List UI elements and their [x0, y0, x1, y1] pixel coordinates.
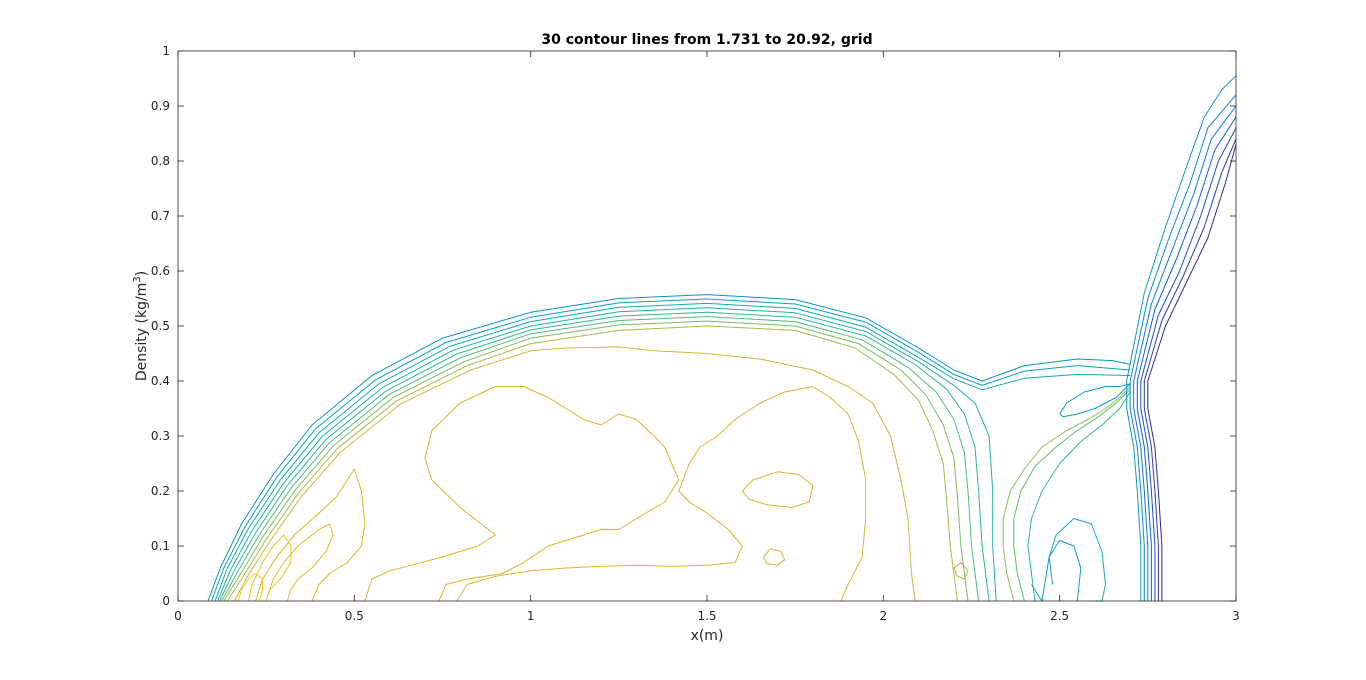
- y-tick-label: 0.3: [151, 429, 170, 443]
- x-tick-label: 1: [527, 609, 535, 623]
- y-tick-label: 0.9: [151, 99, 170, 113]
- contour-line-shock-2: [1143, 138, 1237, 601]
- contour-line-outer-bow-6: [221, 316, 980, 602]
- y-tick-label: 0.8: [151, 154, 170, 168]
- contour-line-shock-6: [1129, 94, 1237, 601]
- contour-line-inner-blob-2: [456, 386, 867, 602]
- y-tick-label: 0.4: [151, 374, 170, 388]
- contour-line-small-loop-2: [762, 548, 786, 566]
- y-tick-label: 0.6: [151, 264, 170, 278]
- y-axis-ticks: 0 0.1 0.2 0.3 0.4 0.5 0.6 0.7 0.8 0.9 1: [151, 44, 1236, 608]
- contour-line-shock-1: [1147, 144, 1237, 601]
- contour-line-rear-1: [1002, 386, 1131, 602]
- contour-line-rear-loop: [1048, 518, 1106, 602]
- contour-line-left-core-2: [265, 523, 334, 602]
- x-tick-label: 3: [1232, 609, 1240, 623]
- y-tick-label: 0.5: [151, 319, 170, 333]
- contour-line-small-loop-3: [953, 562, 969, 580]
- x-tick-label: 0.5: [345, 609, 364, 623]
- contour-line-left-core-1: [255, 468, 366, 602]
- contour-line-outer-bow-3: [214, 302, 1131, 602]
- contour-line-outer-bow-7: [223, 320, 969, 602]
- contour-line-inner-arc: [233, 346, 916, 602]
- y-axis-label-sup: 3: [132, 276, 143, 282]
- y-axis-label-main: Density (kg/m: [134, 283, 150, 382]
- y-tick-label: 0.7: [151, 209, 170, 223]
- contour-line-outer-bow-1: [207, 294, 1131, 602]
- contour-line-outer-bow-4: [217, 307, 997, 602]
- x-axis-label: x(m): [691, 628, 724, 644]
- x-tick-label: 1.5: [697, 609, 716, 623]
- contour-line-rear-loop-2: [1031, 540, 1082, 602]
- contour-line-inner-blob-1: [364, 386, 680, 602]
- contour-line-outer-bow-8: [226, 325, 958, 602]
- contour-line-small-loop-1: [741, 471, 814, 508]
- contour-line-outer-bow-5: [219, 311, 990, 602]
- y-tick-label: 0.1: [151, 539, 170, 553]
- y-tick-label: 1: [162, 44, 170, 58]
- x-tick-label: 2.5: [1050, 609, 1069, 623]
- contour-line-left-core-4: [237, 573, 264, 602]
- contour-line-shock-3: [1140, 127, 1237, 601]
- contour-line-outer-bow-2: [211, 298, 1131, 602]
- y-tick-label: 0: [162, 594, 170, 608]
- x-axis-ticks: 0 0.5 1 1.5 2 2.5 3: [174, 51, 1240, 623]
- contour-line-shock-4: [1136, 116, 1237, 601]
- y-axis-label: Density (kg/m3): [132, 271, 150, 381]
- chart-title: 30 contour lines from 1.731 to 20.92, gr…: [541, 32, 872, 48]
- x-tick-label: 2: [880, 609, 888, 623]
- contour-line-rear-2: [1013, 388, 1131, 602]
- contour-line-rear-3: [1027, 391, 1131, 602]
- y-axis-label-close: ): [134, 271, 150, 276]
- contour-lines: [207, 75, 1237, 602]
- contour-line-left-core-3: [248, 534, 292, 602]
- y-tick-label: 0.2: [151, 484, 170, 498]
- contour-line-shock-7: [1126, 75, 1237, 601]
- contour-line-shock-5: [1133, 105, 1237, 601]
- x-tick-label: 0: [174, 609, 182, 623]
